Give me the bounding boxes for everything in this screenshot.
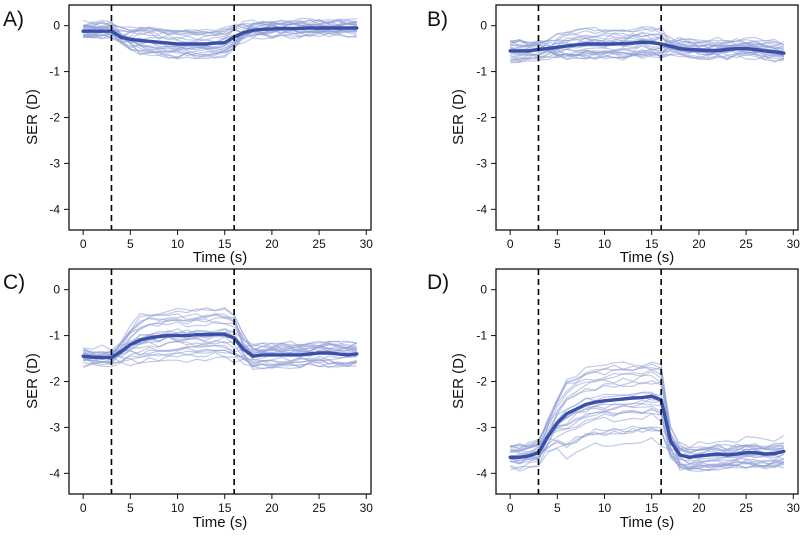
trial-trace [83,343,358,359]
x-tick-label: 10 [598,501,612,515]
x-tick-label: 20 [692,501,706,515]
x-tick-label: 15 [645,501,659,515]
trial-trace [509,370,784,460]
y-axis-label: SER (D) [450,353,467,409]
plot-area [81,306,359,371]
y-tick-label: -1 [476,65,487,79]
plot-area [81,17,359,60]
trial-trace [83,350,357,367]
x-tick-label: 5 [554,237,561,251]
y-axis-label: SER (D) [450,89,467,145]
x-axis-label: Time (s) [193,514,247,531]
panel-d: D) Time (s) SER (D) 0 5 10 15 20 25 30 0 -1 -2 -3 -… [427,268,800,531]
x-axis-label: Time (s) [620,249,674,266]
x-tick-label: 30 [360,501,374,515]
trial-trace [509,39,784,61]
trial-trace [83,17,357,37]
x-tick-label: 5 [554,501,561,515]
x-tick-label: 20 [692,237,706,251]
panel-a: A) Time (s) SER (D) 0 5 10 15 20 25 30 0 -1 -2 -3 -… [3,4,374,266]
mean-trace [508,40,786,55]
y-tick-label: -1 [49,329,60,343]
y-tick-label: -3 [49,420,60,434]
panel-c: C) Time (s) SER (D) 0 5 10 15 20 25 30 0 -1 -2 -3 -… [3,268,374,531]
trial-trace [510,408,784,471]
x-tick-label: 10 [171,237,185,251]
trial-trace [510,365,784,466]
x-tick-label: 10 [598,237,612,251]
x-tick-label: 5 [127,501,134,515]
y-tick-label: -2 [476,375,487,389]
trial-trace [510,410,784,473]
x-tick-label: 0 [80,501,87,515]
trial-trace [83,19,357,59]
trial-trace [510,26,784,61]
y-tick-label: 0 [480,283,487,297]
x-tick-label: 0 [80,237,87,251]
y-tick-label: -2 [49,375,60,389]
x-tick-label: 15 [645,237,659,251]
trial-trace [83,345,357,367]
x-tick-label: 5 [127,237,134,251]
trial-trace [510,427,784,462]
y-tick-label: -3 [49,156,60,170]
y-tick-label: -1 [476,329,487,343]
trial-trace [510,437,784,460]
x-tick-label: 25 [312,501,326,515]
mean-trace [508,394,786,459]
x-tick-label: 25 [739,501,753,515]
x-tick-label: 20 [265,501,279,515]
x-tick-label: 0 [507,501,514,515]
y-axis-label: SER (D) [24,89,41,145]
y-tick-label: 0 [53,283,60,297]
y-tick-label: 0 [480,19,487,33]
axes-frame [68,268,372,495]
trial-trace [82,21,358,41]
trial-trace [83,18,357,60]
trial-trace [510,412,784,465]
y-tick-label: -4 [476,202,487,216]
plot-area [508,26,786,64]
x-tick-label: 30 [787,501,800,515]
mean-trace [81,26,359,46]
x-axis-label: Time (s) [193,249,247,266]
x-axis-label: Time (s) [620,514,674,531]
y-tick-label: -2 [476,111,487,125]
trial-trace [83,340,358,359]
x-tick-label: 10 [171,501,185,515]
trial-trace [510,52,785,62]
y-tick-label: -2 [49,111,60,125]
y-tick-label: -4 [49,466,60,480]
y-tick-label: -3 [476,156,487,170]
plot-area [508,361,786,473]
trial-trace [509,374,785,470]
panel-label: B) [427,8,448,31]
trial-trace [82,317,357,367]
x-tick-label: 25 [312,237,326,251]
y-tick-label: -4 [49,202,60,216]
mean-trace [81,332,359,360]
panel-b: B) Time (s) SER (D) 0 5 10 15 20 25 30 0 -1 -2 -3 -… [427,4,800,266]
y-tick-label: -1 [49,65,60,79]
x-tick-label: 25 [739,237,753,251]
panel-label: A) [3,8,24,31]
x-tick-label: 15 [218,501,232,515]
x-tick-label: 30 [787,237,800,251]
panel-label: C) [3,271,25,294]
y-tick-label: 0 [53,19,60,33]
y-axis-label: SER (D) [24,353,41,409]
x-tick-label: 15 [218,237,232,251]
x-tick-label: 30 [360,237,374,251]
panel-label: D) [427,271,449,294]
x-tick-label: 20 [265,237,279,251]
x-tick-label: 0 [507,237,514,251]
y-tick-label: -3 [476,420,487,434]
trial-trace [83,307,357,359]
trial-trace [510,44,784,60]
y-tick-label: -4 [476,466,487,480]
